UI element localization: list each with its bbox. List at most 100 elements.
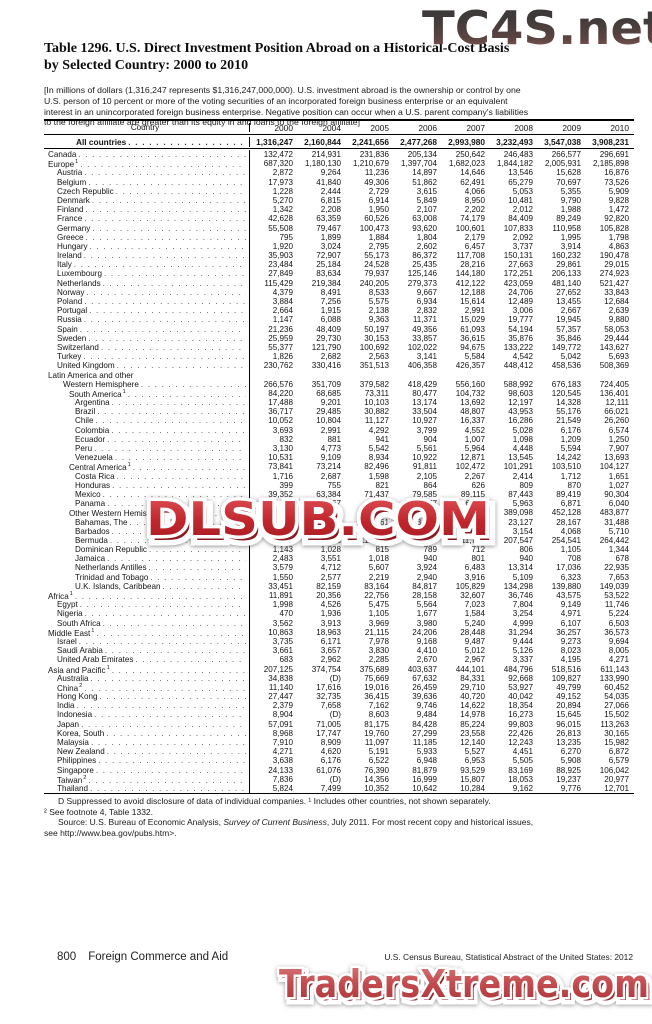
table-cell: 5,877 [416,499,437,509]
table-cell: 107,833 [503,223,533,233]
table-cell: 81,879 [412,765,437,775]
table-cell: 2,414 [512,471,533,481]
table-cell: 49,799 [556,682,581,692]
dot-leader [117,472,246,481]
table-cell: 2,682 [320,352,341,362]
table-cell: 9,162 [512,783,533,793]
table-cell: 9,109 [320,453,341,463]
table-cell: 21,236 [268,324,293,334]
table-cell: 35,903 [268,251,293,261]
headnote-line: U.S. person of 10 percent or more of the… [44,95,508,106]
table-cell: 7,658 [320,701,341,711]
table-cell: 10,052 [268,416,293,426]
table-cell: 230,762 [263,361,293,371]
table-cell: 13,545 [508,453,533,463]
table-row: Netherlands Antilles 3,579 4,712 5,607 3,924… [44,563,634,573]
table-cell: 94,675 [460,342,485,352]
table-cell: 4,526 [320,600,341,610]
row-label: Korea, South [44,728,250,739]
table-cell: 6,176 [320,756,341,766]
table-cell: 10,531 [268,453,293,463]
table-cell: 22,756 [364,591,389,600]
column-header-year: 2006 [418,122,437,133]
table-cell: 5,963 [512,499,533,509]
row-label: South America1 [44,387,250,400]
table-header: Country 2000 2004 2005 2006 2007 2008 2009 2010 [44,121,634,135]
table-cell: 29,861 [556,260,581,270]
dot-leader [80,325,246,334]
table-cell: 1,651 [608,471,629,481]
table-cell: 3,638 [272,756,293,766]
table-cell: 4,448 [512,444,533,453]
table-cell: 89,249 [556,214,581,224]
table-cell: 2,639 [608,306,629,316]
table-cell: 61,076 [316,765,341,775]
table-cell: 10,103 [364,398,389,408]
footnote-source: Source: U.S. Bureau of Economic Analysis… [58,817,534,828]
row-label: Malaysia [44,738,250,748]
table-row: Finland 1,342 2,208 1,950 2,107 2,202 2,012 1,9… [44,205,634,215]
row-label: Ireland [44,251,250,261]
table-cell: 51,862 [412,177,437,187]
dot-leader [106,729,246,738]
table-cell: 11,891 [268,591,293,600]
row-label: Austria [44,168,250,178]
footer-left: 800 Foreign Commerce and Aid [57,951,228,963]
table-cell: 27,663 [508,260,533,270]
table-cell: 3,615 [416,186,437,196]
table-cell: 2,241,656 [352,136,389,147]
table-row: Costa Rica 1,716 2,687 1,598 2,105 2,267 2,414… [44,471,634,481]
table-cell: 1,105 [368,609,389,619]
row-label: Other Western Hemisphere1 [44,507,250,519]
table-row: Chile 10,052 10,804 11,127 10,927 16,337 16,28… [44,416,634,426]
table-cell: 940 [423,554,437,564]
table-cell: 7,804 [512,600,533,610]
table-cell: 18,053 [508,774,533,784]
table-cell: 864 [423,480,437,490]
table-cell: 3,830 [368,646,389,656]
all-countries-data-row: All countries 1,316,247 2,160,844 2,241,656… [44,135,634,148]
table-cell: 2,832 [416,306,437,316]
dot-leader [110,536,246,545]
table-cell: 5,693 [608,352,629,362]
table-cell: 15,807 [460,774,485,784]
table-cell: 1,682,023 [448,159,485,169]
table-cell: 5,710 [608,526,629,536]
table-cell: 55,508 [268,223,293,233]
table-cell: 1,316,247 [256,136,293,147]
table-cell: 29,730 [316,333,341,343]
table-cell: 30,018 [268,499,293,509]
table-cell: 3,735 [272,636,293,646]
table-cell: 31,488 [604,517,629,527]
table-row: New Zealand 4,271 4,620 5,191 5,933 5,527 4,45… [44,747,634,757]
table-cell: 29,444 [604,333,629,343]
table-cell: 351,709 [311,379,341,389]
table-cell: 5,505 [512,756,533,766]
table-title: Table 1296. U.S. Direct Investment Posit… [44,41,644,74]
table-cell: 14,897 [412,168,437,178]
table-row: Switzerland 55,377 121,790 100,692 102,022 94… [44,342,634,353]
table-row: Europe1 687,320 1,180,130 1,210,679 1,397,70… [44,158,634,170]
column-header-year: 2004 [322,122,341,133]
table-cell: 12,701 [604,783,629,793]
table-row: Belgium 17,973 41,840 49,306 51,862 62,491 65,… [44,177,634,187]
table-cell: 418,429 [407,379,437,389]
table-cell: 1,884 [368,232,389,242]
table-cell: 250,642 [455,150,485,159]
table-cell: 3,884 [272,297,293,306]
table-cell: 73,311 [364,388,389,398]
table-cell: 1,147 [272,315,293,325]
dot-leader [101,343,246,352]
row-label: Costa Rica [44,471,250,481]
table-row: Portugal 2,664 1,915 2,138 2,832 2,991 3,006 2,… [44,306,634,316]
row-label: Turkey [44,352,250,362]
row-label: Japan [44,719,250,729]
table-row: Dominican Republic 1,143 1,028 815 789 712 806… [44,545,634,555]
table-cell: 23,558 [460,728,485,738]
row-label: Asia and Pacific1 [44,663,250,675]
table-cell: 4,068 [560,526,581,536]
table-cell: 134,298 [503,581,533,591]
table-cell: 96,015 [556,719,581,729]
dot-leader [107,747,246,756]
table-cell: 149,039 [599,581,629,591]
